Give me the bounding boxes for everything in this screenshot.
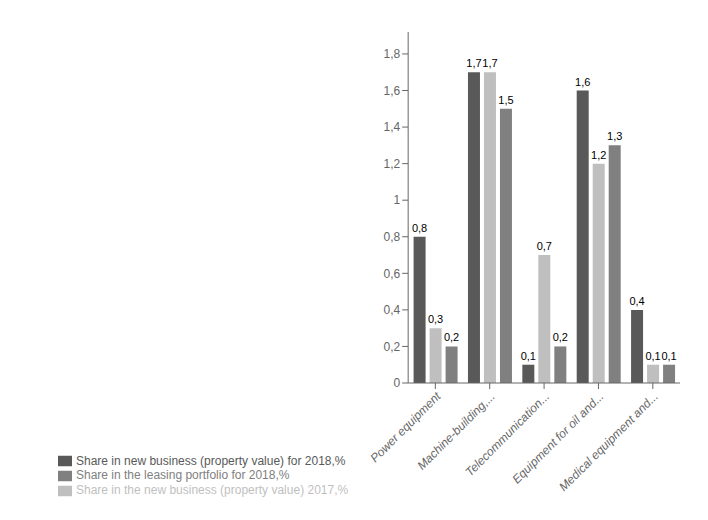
html-text:Share in new business (propert: Share in new business (property value) f…	[76, 453, 346, 468]
svg-text:Equipment for oil and...: Equipment for oil and...	[509, 389, 606, 486]
svg-text:0: 0	[393, 376, 400, 390]
svg-text:0,2: 0,2	[553, 331, 568, 343]
svg-text:0,2: 0,2	[383, 340, 400, 354]
svg-text:1,7: 1,7	[482, 57, 497, 69]
svg-text:0,1: 0,1	[661, 350, 676, 362]
svg-text:0,8: 0,8	[383, 230, 400, 244]
svg-text:0,6: 0,6	[383, 267, 400, 281]
svg-text:1: 1	[393, 193, 400, 207]
svg-text:0,4: 0,4	[629, 295, 644, 307]
svg-text:1,4: 1,4	[383, 120, 400, 134]
svg-text:0,1: 0,1	[645, 350, 660, 362]
svg-text:1,5: 1,5	[498, 94, 513, 106]
svg-text:1,6: 1,6	[575, 76, 590, 88]
svg-text:1,6: 1,6	[383, 84, 400, 98]
html-text:Share in the new business (pro: Share in the new business (property valu…	[76, 483, 349, 498]
svg-text:0,7: 0,7	[537, 240, 552, 252]
svg-text:0,3: 0,3	[428, 313, 443, 325]
svg-text:1,2: 1,2	[591, 149, 606, 161]
svg-text:1,2: 1,2	[383, 157, 400, 171]
svg-text:1,7: 1,7	[466, 57, 481, 69]
html-text:Share in the leasing portfolio: Share in the leasing portfolio for 2018,…	[76, 468, 290, 483]
svg-text:0,8: 0,8	[412, 222, 427, 234]
svg-text:0,2: 0,2	[444, 331, 459, 343]
svg-text:1,8: 1,8	[383, 47, 400, 61]
svg-text:0,1: 0,1	[521, 350, 536, 362]
svg-text:0,4: 0,4	[383, 303, 400, 317]
svg-text:1,3: 1,3	[607, 130, 622, 142]
svg-text:Machine-building,...: Machine-building,...	[414, 389, 498, 473]
svg-text:Power equipment: Power equipment	[367, 389, 444, 466]
svg-text:Medical equipment and...: Medical equipment and...	[556, 389, 661, 494]
svg-text:Telecommunication...: Telecommunication...	[462, 389, 553, 479]
